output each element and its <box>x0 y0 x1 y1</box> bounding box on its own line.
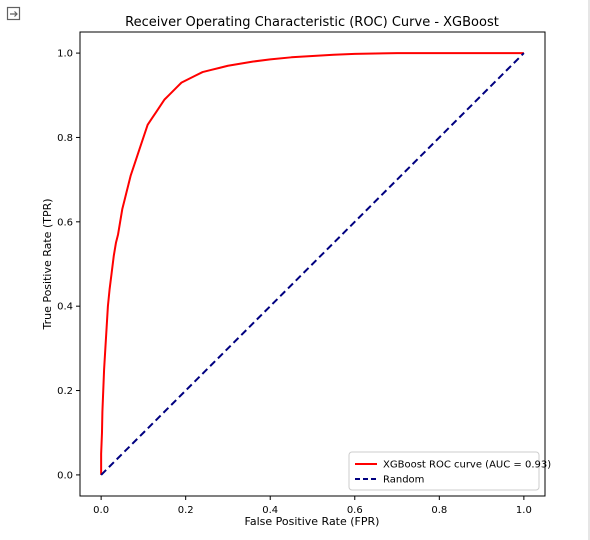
y-tick-label: 0.8 <box>57 133 73 144</box>
x-tick-label: 0.8 <box>431 505 447 516</box>
plot-area <box>79 31 546 497</box>
y-tick-label: 1.0 <box>57 49 73 60</box>
y-tick-label: 0.2 <box>57 386 73 397</box>
chart-title: Receiver Operating Characteristic (ROC) … <box>125 15 499 30</box>
y-tick-label: 0.0 <box>57 470 73 481</box>
legend-box <box>348 451 540 491</box>
x-tick-label: 0.4 <box>262 505 278 516</box>
random-baseline-line <box>100 52 525 476</box>
frame-edge <box>588 0 590 540</box>
legend-label-random: Random <box>383 475 424 486</box>
legend-label-roc: XGBoost ROC curve (AUC = 0.93) <box>383 460 551 471</box>
roc-curve-line <box>100 52 524 475</box>
y-tick-label: 0.6 <box>57 217 73 228</box>
output-expand-icon[interactable] <box>6 6 22 22</box>
x-tick-label: 0.0 <box>93 505 109 516</box>
y-tick-label: 0.4 <box>57 302 73 313</box>
x-tick-label: 0.6 <box>347 505 363 516</box>
x-axis-label: False Positive Rate (FPR) <box>245 515 380 528</box>
x-tick-label: 0.2 <box>178 505 194 516</box>
y-axis-label: True Positive Rate (TPR) <box>41 198 54 330</box>
x-tick-label: 1.0 <box>516 505 532 516</box>
